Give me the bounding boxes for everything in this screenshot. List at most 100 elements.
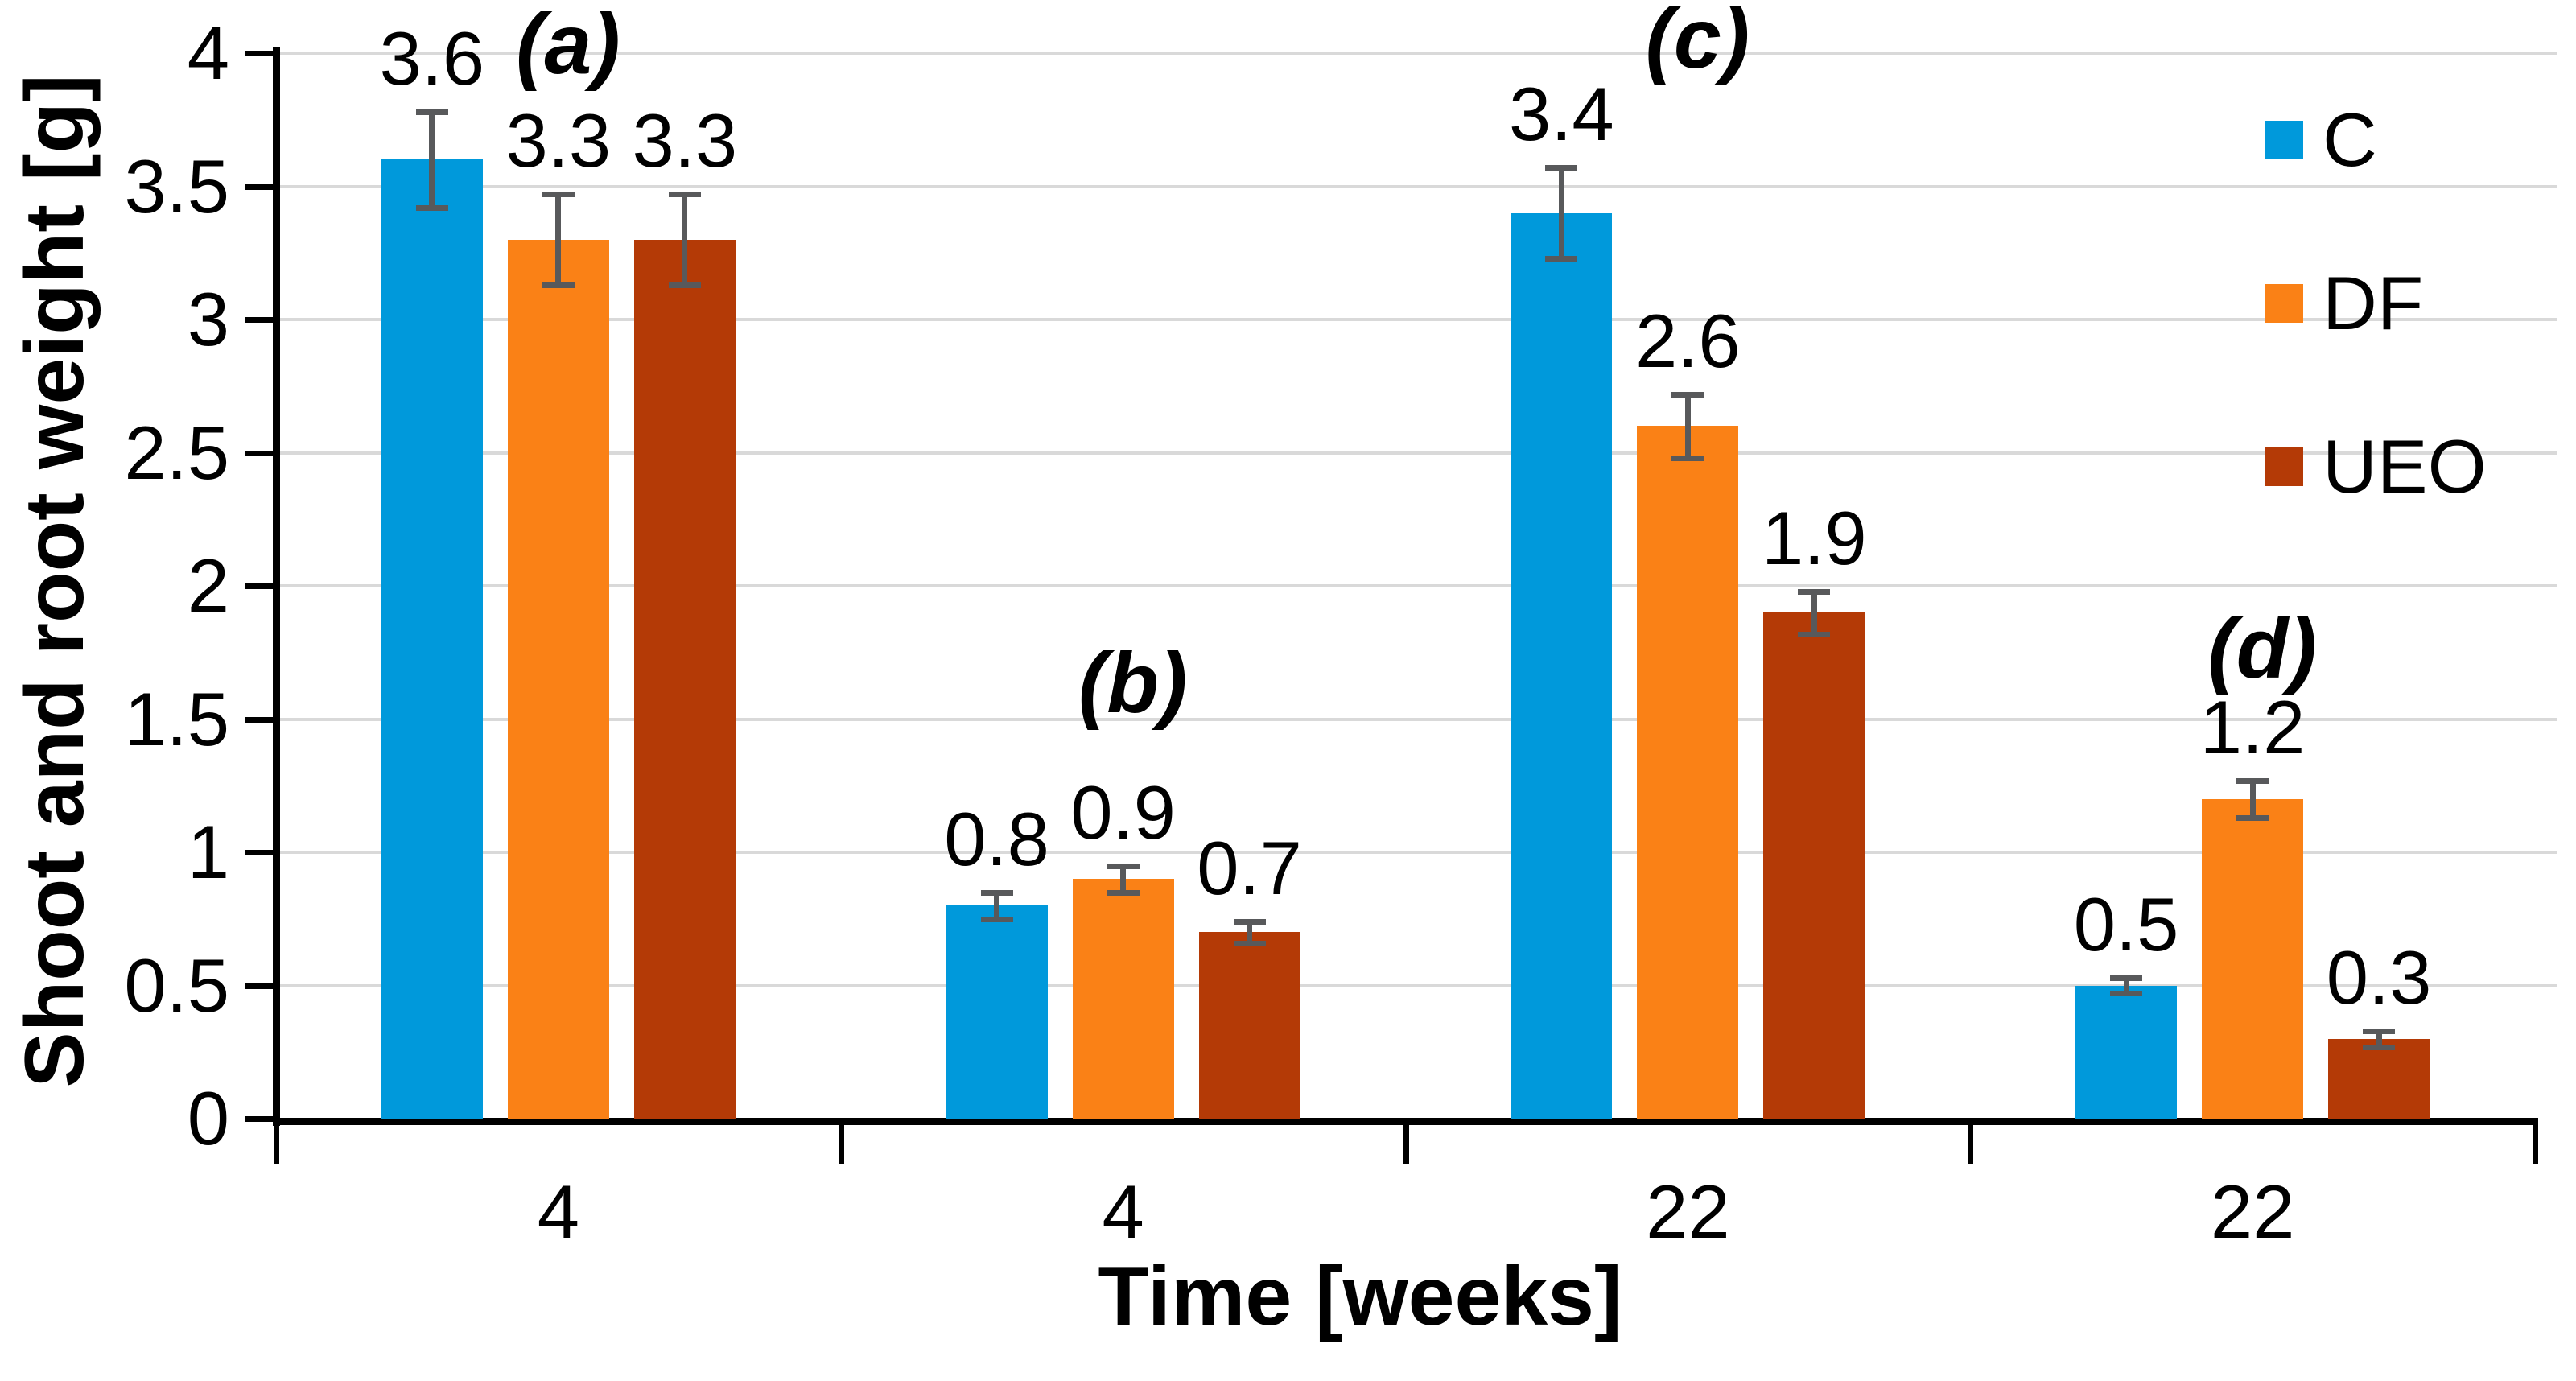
- value-label: 3.4: [1509, 72, 1614, 157]
- x-axis-tick: [274, 1125, 279, 1164]
- y-axis-tick: [245, 1116, 276, 1122]
- value-label: 3.3: [632, 98, 738, 183]
- error-bar-cap-top: [668, 192, 701, 198]
- error-bar-cap-top: [1233, 919, 1266, 925]
- y-axis-tick-label: 3.5: [124, 143, 229, 229]
- error-bar-cap-top: [415, 109, 448, 115]
- value-label: 3.6: [379, 15, 485, 101]
- error-bar-cap-bottom: [1107, 889, 1140, 896]
- bar-c-group1: [381, 159, 483, 1119]
- value-label: 1.9: [1762, 495, 1867, 580]
- bar-ueo-group1: [633, 239, 736, 1119]
- error-bar-cap-bottom: [1671, 456, 1704, 462]
- gridline: [276, 318, 2557, 321]
- legend-item-c: C: [2265, 101, 2377, 179]
- error-bar-cap-bottom: [2363, 1044, 2396, 1050]
- bar-ueo-group2: [1198, 932, 1300, 1119]
- error-bar: [1811, 591, 1817, 634]
- legend-item-df: DF: [2265, 265, 2423, 342]
- panel-label-b: (b): [1078, 636, 1188, 732]
- value-label: 0.9: [1070, 769, 1176, 855]
- y-axis-tick: [245, 983, 276, 989]
- error-bar-cap-top: [2110, 975, 2143, 981]
- y-axis-tick: [245, 583, 276, 589]
- value-label: 0.8: [944, 796, 1049, 881]
- gridline: [276, 184, 2557, 188]
- bar-df-group1: [507, 239, 609, 1119]
- x-axis-tick: [2533, 1125, 2538, 1164]
- error-bar-cap-bottom: [415, 204, 448, 211]
- error-bar-cap-bottom: [542, 282, 575, 288]
- error-bar-cap-top: [1545, 165, 1578, 171]
- error-bar-cap-bottom: [2110, 991, 2143, 997]
- value-label: 0.3: [2326, 934, 2432, 1020]
- bar-df-group2: [1072, 879, 1174, 1119]
- gridline: [276, 451, 2557, 455]
- x-category-label: 22: [1646, 1169, 1730, 1254]
- bar-df-group3: [1637, 426, 1739, 1119]
- error-bar: [1247, 921, 1253, 943]
- legend-label-c: C: [2323, 97, 2377, 182]
- x-axis-line: [273, 1118, 2538, 1125]
- error-bar-cap-bottom: [1798, 631, 1831, 637]
- y-axis-tick-label: 2.5: [124, 410, 229, 495]
- legend-label-ueo: UEO: [2323, 424, 2487, 509]
- error-bar-cap-bottom: [668, 282, 701, 288]
- legend-label-df: DF: [2323, 261, 2424, 345]
- legend-swatch-ueo: [2265, 447, 2303, 486]
- value-label: 3.3: [505, 98, 612, 183]
- y-axis-tick-label: 0: [187, 1076, 229, 1160]
- error-bar: [994, 892, 1000, 919]
- y-axis-tick-label: 0.5: [124, 942, 229, 1028]
- value-label: 1.2: [2199, 684, 2306, 769]
- y-axis-tick-label: 3: [187, 277, 229, 361]
- y-axis-tick: [245, 850, 276, 855]
- gridline: [276, 717, 2557, 721]
- x-axis-tick: [1403, 1125, 1409, 1164]
- x-category-label: 22: [2210, 1169, 2295, 1254]
- x-category-label: 4: [537, 1169, 580, 1254]
- y-axis-title: Shoot and root weight [g]: [8, 74, 101, 1088]
- error-bar: [555, 194, 562, 285]
- value-label: 0.5: [2073, 881, 2179, 967]
- y-axis-tick: [245, 450, 276, 456]
- error-bar-cap-top: [1671, 391, 1704, 398]
- error-bar: [1684, 394, 1691, 459]
- error-bar-cap-top: [2236, 777, 2269, 784]
- error-bar: [2123, 977, 2129, 994]
- error-bar-cap-top: [1798, 588, 1831, 595]
- gridline: [276, 983, 2557, 987]
- value-label: 0.7: [1197, 826, 1302, 911]
- gridline: [276, 851, 2557, 854]
- error-bar-cap-top: [1107, 863, 1140, 869]
- error-bar-cap-top: [980, 889, 1013, 896]
- gridline: [276, 52, 2557, 55]
- error-bar-cap-bottom: [1545, 255, 1578, 262]
- panel-label-d: (d): [2207, 601, 2317, 697]
- error-bar-cap-top: [542, 192, 575, 198]
- y-axis-tick: [245, 317, 276, 323]
- panel-label-a: (a): [516, 0, 620, 93]
- y-axis-tick-label: 1: [187, 810, 229, 894]
- y-axis-tick-label: 4: [187, 10, 229, 95]
- error-bar-cap-bottom: [2236, 814, 2269, 821]
- y-axis-line: [273, 47, 280, 1126]
- error-bar-cap-bottom: [980, 916, 1013, 922]
- x-axis-title: Time [weeks]: [1098, 1250, 1622, 1343]
- error-bar: [1558, 167, 1564, 258]
- y-axis-tick: [245, 716, 276, 723]
- gridline: [276, 584, 2557, 587]
- legend-swatch-c: [2265, 121, 2303, 159]
- bar-c-group3: [1511, 212, 1613, 1119]
- bar-df-group4: [2202, 798, 2304, 1119]
- error-bar-cap-bottom: [1233, 940, 1266, 946]
- bar-ueo-group4: [2328, 1038, 2430, 1119]
- y-axis-tick: [245, 183, 276, 190]
- x-axis-tick: [838, 1125, 844, 1164]
- y-axis-tick-label: 1.5: [124, 676, 229, 761]
- bar-ueo-group3: [1763, 612, 1865, 1119]
- legend-item-ueo: UEO: [2265, 428, 2487, 505]
- x-axis-tick: [1968, 1125, 1974, 1164]
- bar-c-group2: [946, 905, 1048, 1119]
